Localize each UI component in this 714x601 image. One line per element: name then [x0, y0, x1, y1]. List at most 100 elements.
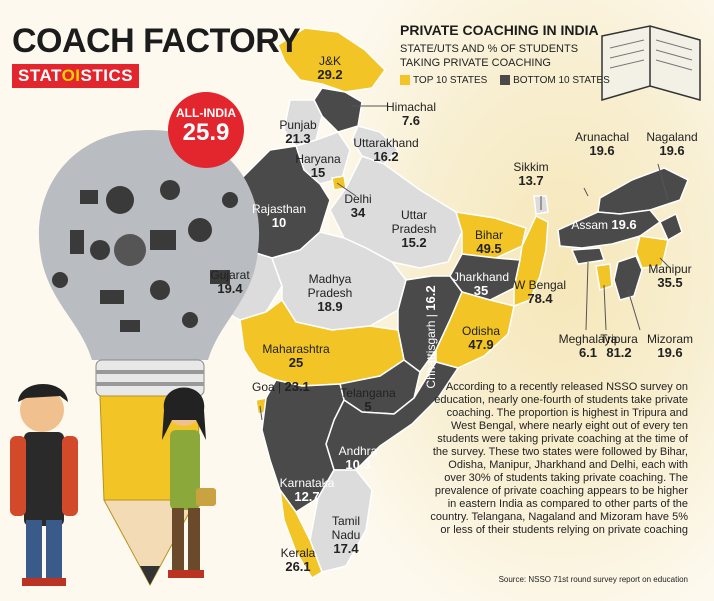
- label-himachal: Himachal 7.6: [376, 100, 446, 128]
- label-jk-name: J&K: [318, 54, 341, 68]
- label-andhra-value: 10.3: [345, 457, 371, 472]
- brand-part-2: OI: [61, 66, 81, 85]
- label-arunachal-value: 19.6: [589, 143, 615, 158]
- label-arunachal: Arunachal 19.6: [564, 130, 640, 158]
- headline: COACH FACTORY: [12, 22, 301, 60]
- label-tamilnadu-value: 17.4: [333, 541, 359, 556]
- legend-item-top: TOP 10 STATES: [400, 75, 487, 86]
- label-manipur: Manipur 35.5: [640, 262, 700, 290]
- map-region-tripura: [595, 263, 613, 291]
- label-maharashtra: Maharashtra 25: [256, 342, 336, 370]
- map-region-meghalaya: [570, 247, 605, 265]
- label-himachal-name: Himachal: [385, 100, 436, 114]
- label-up: Uttar Pradesh 15.2: [384, 208, 444, 250]
- map-region-jk: [277, 27, 386, 93]
- statoistics-badge: STATOISTICS: [12, 64, 140, 88]
- label-karnataka: Karnataka 12.7: [272, 476, 342, 504]
- label-meghalaya-name: Meghalaya: [558, 332, 618, 346]
- label-sikkim: Sikkim 13.7: [506, 160, 556, 188]
- label-kerala: Kerala 26.1: [270, 546, 326, 574]
- map-region-kerala: [279, 489, 323, 580]
- label-delhi: Delhi 34: [338, 192, 378, 220]
- boy-illustration: [10, 384, 78, 586]
- label-tamilnadu-name: Tamil Nadu: [331, 514, 361, 542]
- label-punjab-value: 21.3: [285, 131, 311, 146]
- label-bihar: Bihar 49.5: [464, 228, 514, 256]
- label-assam: Assam 19.6: [566, 217, 642, 233]
- label-punjab-name: Punjab: [279, 118, 317, 132]
- label-telangana-name: Telangana: [340, 386, 396, 400]
- label-assam-value: 19.6: [611, 217, 637, 232]
- label-jharkhand-name: Jharkhand: [452, 270, 510, 284]
- legend-swatch-bottom: [500, 75, 511, 86]
- label-assam-name: Assam: [571, 218, 609, 232]
- label-nagaland-value: 19.6: [659, 143, 685, 158]
- label-tripura-value: 81.2: [606, 345, 632, 360]
- map-region-nagaland: [659, 212, 683, 242]
- label-manipur-name: Manipur: [648, 262, 692, 276]
- brand-part-3: STICS: [80, 66, 134, 85]
- all-india-label: ALL-INDIA: [176, 106, 236, 120]
- legend-label-bottom: BOTTOM 10 STATES: [513, 75, 610, 86]
- label-delhi-value: 34: [350, 205, 366, 220]
- label-up-value: 15.2: [401, 235, 427, 250]
- label-bihar-value: 49.5: [476, 241, 502, 256]
- label-odisha-value: 47.9: [468, 337, 494, 352]
- label-telangana-value: 5: [364, 399, 372, 414]
- label-haryana-name: Haryana: [295, 152, 341, 166]
- description-text: According to a recently released NSSO su…: [430, 381, 688, 536]
- bulb-doodle-icons: [52, 180, 238, 332]
- label-uttarakhand: Uttarakhand 16.2: [346, 136, 426, 164]
- label-uttarakhand-name: Uttarakhand: [353, 136, 419, 150]
- label-tripura-name: Tripura: [600, 332, 638, 346]
- map-subtitle-line-2: TAKING PRIVATE COACHING: [400, 57, 551, 69]
- label-haryana: Haryana 15: [286, 152, 350, 180]
- label-sikkim-name: Sikkim: [513, 160, 549, 174]
- label-odisha-name: Odisha: [461, 324, 501, 338]
- label-maharashtra-name: Maharashtra: [262, 342, 330, 356]
- label-delhi-name: Delhi: [344, 192, 372, 206]
- label-bihar-name: Bihar: [474, 228, 503, 242]
- label-wbengal: W Bengal 78.4: [510, 278, 570, 306]
- label-karnataka-value: 12.7: [294, 489, 320, 504]
- label-mp-value: 18.9: [317, 299, 343, 314]
- label-nagaland: Nagaland 19.6: [640, 130, 704, 158]
- label-kerala-value: 26.1: [285, 559, 311, 574]
- label-goa-name: Goa: [252, 380, 275, 394]
- label-goa: Goa | 23.1: [252, 379, 310, 395]
- label-uttarakhand-value: 16.2: [373, 149, 399, 164]
- label-andhra: Andhra 10.3: [330, 444, 386, 472]
- label-gujarat: Gujarat 19.4: [200, 268, 260, 296]
- label-up-name: Uttar Pradesh: [391, 208, 437, 236]
- map-subtitle: STATE/UTS AND % OF STUDENTS TAKING PRIVA…: [400, 42, 600, 70]
- label-kerala-name: Kerala: [280, 546, 316, 560]
- label-sikkim-value: 13.7: [518, 173, 544, 188]
- all-india-badge: ALL-INDIA 25.9: [168, 92, 244, 168]
- label-rajasthan-value: 10: [271, 215, 287, 230]
- label-jharkhand-value: 35: [473, 283, 489, 298]
- label-himachal-value: 7.6: [401, 113, 421, 128]
- map-region-mizoram: [613, 255, 643, 301]
- label-tamilnadu: Tamil Nadu 17.4: [320, 514, 372, 556]
- map-region-bihar: [454, 211, 527, 259]
- label-chhattisgarh: Chhattisgarh | 16.2: [423, 285, 438, 389]
- label-karnataka-name: Karnataka: [279, 476, 335, 490]
- legend-label-top: TOP 10 STATES: [413, 75, 488, 86]
- label-mizoram: Mizoram 19.6: [640, 332, 700, 360]
- map-region-wbengal: [513, 214, 549, 308]
- all-india-value: 25.9: [182, 119, 230, 146]
- label-mizoram-value: 19.6: [657, 345, 683, 360]
- label-jk-value: 29.2: [317, 67, 343, 82]
- label-rajasthan-name: Rajasthan: [251, 202, 307, 216]
- leader-lines: [259, 105, 671, 421]
- label-jk: J&K 29.2: [300, 54, 360, 82]
- label-maharashtra-value: 25: [288, 355, 304, 370]
- label-manipur-value: 35.5: [657, 275, 683, 290]
- legend-item-bottom: BOTTOM 10 STATES: [500, 75, 610, 86]
- label-chhattisgarh-value: 16.2: [423, 285, 438, 311]
- map-legend: TOP 10 STATES BOTTOM 10 STATES: [400, 75, 620, 86]
- map-title: PRIVATE COACHING IN INDIA: [400, 22, 599, 38]
- label-chhattisgarh-name: Chhattisgarh: [424, 320, 438, 389]
